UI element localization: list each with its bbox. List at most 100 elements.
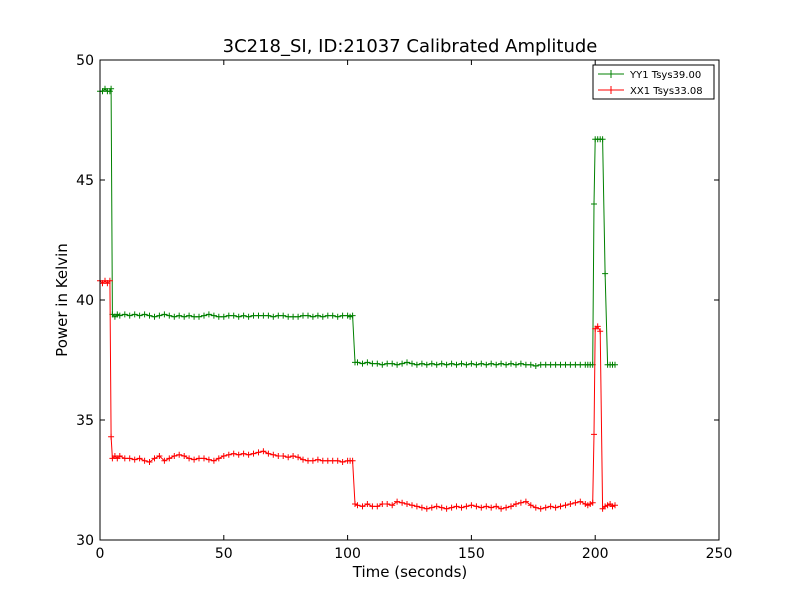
data-point-marker: [418, 360, 425, 367]
data-point-marker: [394, 498, 401, 505]
data-point-marker: [300, 456, 306, 463]
data-point-marker: [527, 502, 534, 509]
data-point-marker: [602, 270, 609, 277]
data-point-marker: [423, 361, 430, 368]
data-point-marker: [240, 450, 247, 457]
data-point-marker: [295, 454, 302, 461]
data-point-marker: [374, 360, 381, 367]
data-point-marker: [517, 499, 524, 506]
data-point-marker: [166, 312, 173, 319]
y-tick-label: 50: [76, 53, 94, 69]
data-point-marker: [394, 361, 401, 368]
data-point-marker: [483, 361, 490, 368]
data-point-marker: [215, 455, 222, 462]
data-point-marker: [557, 503, 564, 510]
data-point-marker: [329, 312, 336, 319]
data-point-marker: [498, 505, 505, 512]
data-point-marker: [522, 498, 529, 505]
y-tick-label: 45: [76, 173, 94, 189]
data-point-marker: [542, 504, 549, 511]
data-point-marker: [205, 456, 212, 463]
data-point-marker: [349, 312, 356, 319]
data-point-marker: [493, 503, 500, 510]
data-point-marker: [458, 504, 465, 511]
data-point-marker: [116, 312, 123, 319]
data-point-marker: [181, 453, 188, 459]
y-tick-label: 35: [76, 413, 94, 429]
legend-label-yy1: YY1 Tsys39.00: [629, 70, 701, 81]
data-point-marker: [131, 456, 138, 463]
data-point-marker: [498, 360, 505, 367]
data-point-marker: [339, 459, 346, 465]
data-point-marker: [201, 455, 207, 462]
data-point-marker: [265, 312, 272, 319]
data-point-marker: [423, 505, 430, 512]
data-point-marker: [161, 457, 168, 464]
x-axis-label: Time (seconds): [352, 563, 468, 581]
data-point-marker: [532, 363, 539, 369]
data-point-marker: [314, 312, 321, 319]
data-point-marker: [116, 453, 123, 459]
data-point-marker: [220, 453, 227, 459]
data-point-marker: [235, 313, 242, 320]
legend-label-xx1: XX1 Tsys33.08: [630, 86, 703, 97]
data-point-marker: [448, 360, 455, 367]
data-point-marker: [359, 360, 366, 367]
data-point-marker: [458, 360, 465, 367]
data-point-marker: [334, 313, 341, 320]
x-tick-label: 0: [96, 546, 105, 562]
data-point-marker: [186, 312, 193, 319]
series-0: [97, 85, 618, 369]
data-point-marker: [513, 361, 519, 368]
data-point-marker: [186, 455, 193, 462]
data-point-marker: [151, 313, 158, 320]
data-point-marker: [413, 503, 420, 510]
data-point-marker: [131, 311, 138, 318]
data-point-marker: [547, 503, 554, 510]
data-point-marker: [532, 504, 539, 511]
data-point-marker: [493, 361, 500, 368]
y-tick-label: 30: [76, 533, 94, 549]
data-point-marker: [374, 503, 381, 510]
series-layer: [97, 85, 618, 512]
data-point-marker: [599, 136, 606, 143]
data-point-marker: [438, 360, 445, 367]
data-point-marker: [389, 360, 396, 367]
y-axis-label: Power in Kelvin: [53, 243, 71, 357]
data-point-marker: [220, 313, 227, 320]
data-point-marker: [245, 313, 252, 320]
data-point-marker: [428, 504, 435, 511]
data-point-marker: [260, 448, 267, 455]
data-point-marker: [428, 360, 435, 367]
data-point-marker: [136, 312, 143, 319]
data-point-marker: [438, 504, 445, 511]
data-point-marker: [418, 504, 425, 511]
data-point-marker: [205, 311, 212, 318]
data-point-marker: [448, 504, 455, 511]
data-point-marker: [594, 323, 601, 330]
data-point-marker: [309, 457, 316, 464]
data-point-marker: [409, 502, 415, 509]
data-point-marker: [161, 311, 168, 318]
data-point-marker: [280, 312, 287, 319]
data-point-marker: [364, 359, 371, 366]
data-point-marker: [141, 311, 148, 318]
data-point-marker: [577, 498, 584, 505]
data-point-marker: [612, 502, 618, 509]
data-point-marker: [230, 450, 237, 457]
data-point-marker: [468, 502, 475, 509]
data-point-marker: [314, 456, 321, 463]
data-point-marker: [589, 499, 596, 506]
data-point-marker: [305, 312, 311, 319]
data-point-marker: [468, 360, 475, 367]
x-tick-label: 150: [458, 546, 485, 562]
data-point-marker: [126, 455, 133, 462]
ticks-layer: 0 50 100 150 200 250 30 35 40 45 50: [76, 53, 732, 562]
data-point-marker: [508, 360, 514, 367]
data-point-marker: [354, 502, 361, 509]
data-point-marker: [379, 361, 386, 368]
data-point-marker: [478, 504, 485, 511]
data-point-marker: [483, 503, 490, 510]
